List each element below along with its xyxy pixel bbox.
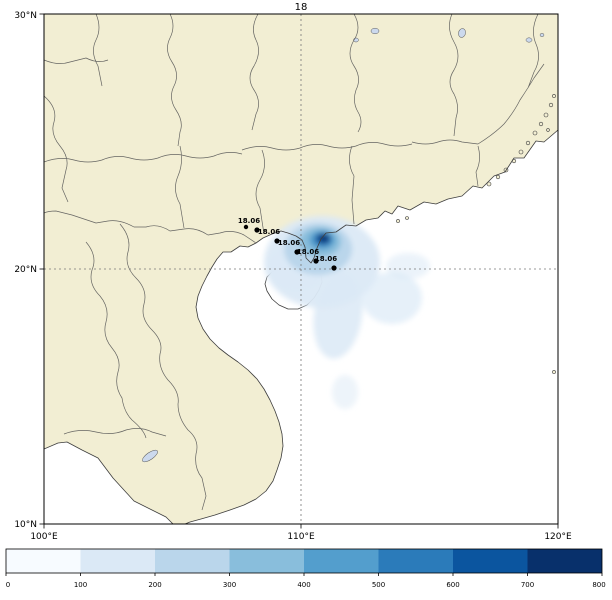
island-icon <box>552 94 556 98</box>
track-marker-icon <box>274 238 280 244</box>
lake-icon <box>370 27 380 35</box>
colorbar-ticks <box>5 573 603 576</box>
track-label: 18.06 <box>297 248 319 256</box>
precip-contour <box>362 272 422 324</box>
colorbar-segment <box>527 549 602 573</box>
axis-ticks <box>39 13 559 529</box>
lake-icon <box>539 33 545 37</box>
colorbar: 0 100 200 300 400 500 600 700 800 <box>5 548 606 589</box>
figure-title: 18 <box>295 2 308 13</box>
island-icon <box>495 174 501 180</box>
colorbar-tick-label: 200 <box>148 581 161 589</box>
colorbar-tick-label: 0 <box>6 581 10 589</box>
colorbar-segments <box>6 549 602 573</box>
colorbar-tick-label: 600 <box>446 581 459 589</box>
y-tick-label-20n: 20°N <box>14 265 37 275</box>
colorbar-tick-label: 300 <box>223 581 236 589</box>
track-marker-icon <box>243 224 249 230</box>
y-tick-label-10n: 10°N <box>14 520 37 530</box>
colorbar-tick-label: 800 <box>592 581 605 589</box>
island-icon <box>405 216 409 220</box>
island-icon <box>543 112 549 118</box>
map-area: 18.06 18.06 18.06 18.06 18.06 <box>44 14 558 524</box>
track-label: 18.06 <box>258 228 280 236</box>
x-tick-label-110e: 110°E <box>287 532 315 542</box>
track-marker-icon <box>294 249 300 255</box>
province-borders <box>44 14 545 511</box>
colorbar-segment <box>378 549 453 573</box>
track-marker-icon <box>254 227 260 233</box>
track-label: 18.06 <box>278 239 300 247</box>
precip-contour <box>386 253 430 279</box>
island-icon <box>546 128 550 132</box>
colorbar-segment <box>155 549 230 573</box>
x-tick-label-120e: 120°E <box>544 532 572 542</box>
lake-icon <box>142 449 158 463</box>
typhoon-track: 18.06 18.06 18.06 18.06 18.06 <box>238 217 337 271</box>
track-label: 18.06 <box>238 217 260 225</box>
x-tick-label-100e: 100°E <box>30 532 58 542</box>
colorbar-segment <box>229 549 304 573</box>
lake-icon <box>525 37 533 43</box>
island-icon <box>532 130 538 136</box>
colorbar-segment <box>80 549 155 573</box>
y-tick-label-30n: 30°N <box>14 11 37 21</box>
island-icon <box>552 370 556 374</box>
island-icon <box>396 219 400 223</box>
track-label: 18.06 <box>315 255 337 263</box>
colorbar-segment <box>304 549 379 573</box>
island-icon <box>538 121 544 127</box>
island-icon <box>486 181 492 187</box>
precip-contour <box>332 375 358 409</box>
island-icon <box>518 149 524 155</box>
lake-icon <box>458 28 466 38</box>
precip-contour <box>313 271 363 359</box>
colorbar-tick-label: 100 <box>74 581 87 589</box>
colorbar-segment <box>6 549 81 573</box>
track-marker-icon <box>313 258 319 264</box>
track-marker-icon <box>331 265 337 271</box>
lakes <box>142 27 545 463</box>
colorbar-tick-label: 700 <box>521 581 534 589</box>
colorbar-segment <box>453 549 528 573</box>
sea-area <box>44 130 558 524</box>
colorbar-tick-label: 400 <box>297 581 310 589</box>
precip-contour-core <box>319 234 329 242</box>
colorbar-tick-label: 500 <box>372 581 385 589</box>
island-icon <box>548 102 554 108</box>
map-panel: 18 <box>14 2 572 542</box>
island-icon <box>525 140 531 146</box>
